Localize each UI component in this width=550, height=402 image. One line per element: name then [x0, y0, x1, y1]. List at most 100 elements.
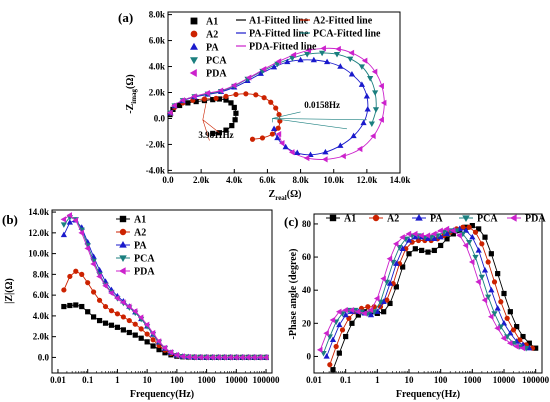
panel-b-x-tick-label: 1000: [198, 375, 217, 385]
panel-a-x-tick-label: 10.0k: [323, 175, 344, 185]
panel-b-legend-marker-pda: [118, 267, 126, 275]
panel-a-point-pa: [360, 119, 367, 126]
panel-c-point-pa: [507, 329, 514, 336]
panel-b-point-a1: [126, 329, 132, 336]
panel-c-point-a1: [381, 309, 387, 315]
panel-a-point-pa: [282, 143, 289, 150]
panel-a-point-a2: [249, 136, 256, 142]
panel-b-point-pda: [90, 260, 96, 268]
panel-b-point-pda: [209, 354, 215, 361]
panel-b-point-a1: [85, 309, 91, 315]
panel-c-point-a2: [339, 327, 346, 333]
panel-a-legend-marker-a2: [190, 30, 198, 38]
panel-a-annotation-low-freq-a: 3.9811Hz: [198, 130, 233, 140]
panel-a-legend-line-label-0: A1-Fitted line: [249, 16, 309, 27]
panel-a-point-pda: [361, 57, 368, 64]
panel-c-point-a2: [517, 337, 523, 343]
panel-c-point-pda: [456, 232, 462, 239]
panel-c-point-a1: [507, 309, 513, 315]
panel-a-leader-line: [272, 118, 367, 121]
panel-b-point-a2: [138, 326, 144, 332]
panel-a-x-axis-label: Zreal(Ω): [269, 189, 302, 202]
panel-a-point-pa: [364, 106, 371, 112]
panel-b-point-pda: [78, 229, 84, 236]
panel-c-x-tick-label: 10: [405, 375, 415, 385]
panel-b-point-pda: [131, 308, 138, 315]
panel-c-point-pda: [354, 308, 361, 315]
panel-a-point-pda: [275, 130, 282, 138]
panel-b-markers: [60, 212, 270, 361]
panel-c-point-pda: [380, 275, 386, 282]
panel-b-point-a2: [150, 337, 156, 343]
panel-a-point-pa: [348, 70, 356, 77]
panel-b-x-tick-label: 0.01: [50, 375, 66, 385]
panel-a-x-tick-label: 2.0k: [193, 175, 209, 185]
panel-a-leader-line: [272, 111, 301, 119]
panel-a-point-pca: [372, 90, 379, 96]
panel-c-x-tick-label: 1000: [463, 375, 482, 385]
panel-a-legend-marker-a1: [190, 17, 198, 25]
panel-c-point-a1: [482, 234, 488, 240]
panel-a-legend-line-label-3: PCA-Fitted line: [313, 29, 381, 40]
nyquist-panel: (a) 0.0 2.0k 4.0k 6.0k 8.0k 10.0k 12.0k 14.0k -4…: [118, 10, 410, 202]
panel-b-legend-marker-a2: [119, 228, 127, 236]
panel-a-point-pa: [322, 148, 329, 155]
panel-c-point-pda: [367, 306, 374, 314]
panel-b-point-pda: [114, 295, 120, 302]
panel-a-leader-line: [202, 119, 220, 133]
panel-a-legend-label-pca: PCA: [206, 56, 227, 67]
panel-a-y-tick-label: 4.0k: [149, 62, 165, 72]
panel-a-point-pda: [348, 49, 355, 57]
panel-b-point-a2: [79, 271, 85, 277]
panel-c-point-a1: [412, 246, 418, 252]
panel-b-point-pda: [250, 354, 257, 361]
panel-a-point-pda: [303, 154, 310, 162]
panel-c-point-a1: [495, 271, 501, 277]
panel-b-x-axis-label: Frequency(Hz): [130, 389, 194, 400]
panel-a-point-pda: [278, 140, 285, 147]
panel-a-point-pda: [340, 153, 346, 160]
panel-a-point-a1: [223, 127, 229, 133]
panel-c-point-pda: [386, 255, 393, 262]
panel-a-legend-label-pda: PDA: [206, 69, 227, 80]
panel-a-point-a2: [276, 111, 282, 118]
panel-c-point-a2: [498, 299, 504, 305]
panel-c-point-pda: [519, 345, 526, 352]
panel-a-y-tick-label: 0.0: [154, 113, 166, 123]
panel-a-point-pda: [245, 74, 252, 81]
panel-b-label: (b): [2, 212, 18, 227]
panel-b-point-a2: [61, 287, 67, 293]
panel-c-point-pa: [342, 311, 349, 318]
panel-a-point-pda: [204, 90, 210, 97]
panel-c-point-pda: [361, 310, 367, 317]
panel-b-point-pda: [72, 217, 78, 224]
panel-c-point-pda: [462, 242, 469, 249]
panel-b-x-tick-label: 100: [170, 375, 184, 385]
panel-b-point-pda: [244, 354, 251, 361]
panel-a-legend-line-label-4: PDA-Fitted line: [249, 42, 317, 53]
panel-a-point-pda: [288, 149, 295, 156]
panel-c-point-pa: [500, 319, 508, 326]
panel-b-legend: A1 A2 PA PCA PDA: [116, 215, 155, 278]
panel-a-point-pa: [350, 132, 357, 139]
panel-b-frame: [51, 209, 273, 374]
panel-c-point-a2: [491, 279, 498, 285]
panel-a-y-tick-label: 2.0k: [149, 88, 165, 98]
panel-c-point-pa: [437, 233, 444, 240]
panel-a-point-a2: [223, 93, 229, 99]
panel-b-point-pda: [108, 289, 114, 297]
panel-c-point-a2: [504, 315, 510, 321]
panel-c-point-pa: [494, 305, 501, 311]
panel-a-point-pa: [284, 58, 291, 65]
panel-b-legend-marker-a1: [119, 215, 127, 223]
panel-a-point-pda: [167, 109, 173, 116]
panel-c-legend-marker-pa: [415, 213, 423, 221]
panel-b-point-pda: [120, 299, 126, 306]
panel-b-point-pda: [143, 321, 150, 328]
panel-c-point-a2: [510, 327, 517, 333]
panel-a-point-a1: [185, 100, 191, 106]
panel-c-point-pa: [462, 227, 470, 233]
panel-c-point-a1: [349, 320, 355, 326]
panel-a-point-pda: [320, 45, 326, 52]
panel-a-point-pa: [270, 63, 278, 70]
